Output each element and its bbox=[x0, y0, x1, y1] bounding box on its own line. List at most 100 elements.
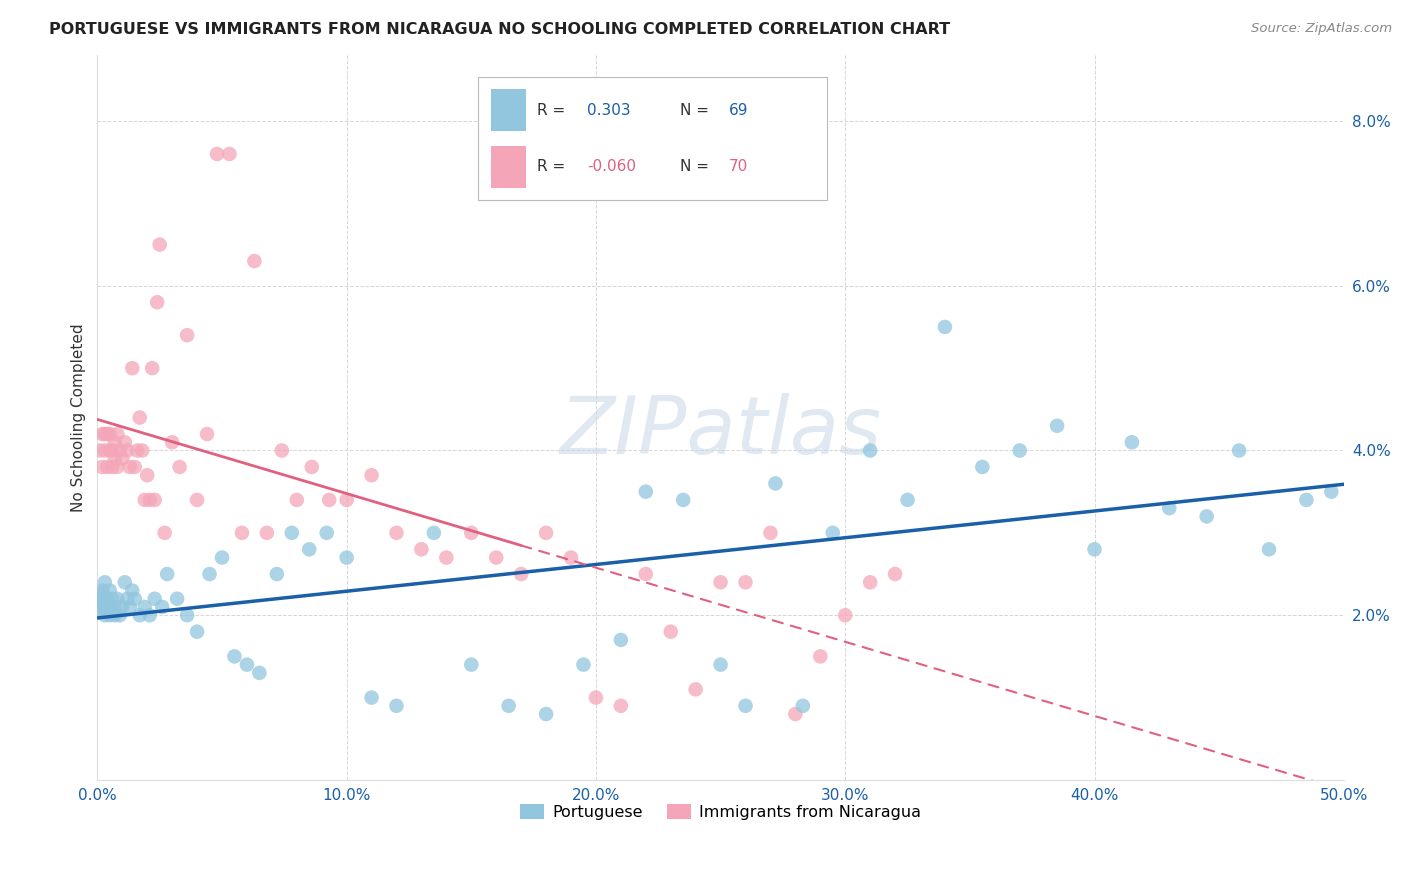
Point bbox=[114, 575, 136, 590]
Point bbox=[91, 460, 114, 475]
Point bbox=[138, 608, 160, 623]
Point bbox=[318, 492, 340, 507]
Point bbox=[117, 591, 139, 606]
Point bbox=[156, 567, 179, 582]
Point bbox=[734, 575, 756, 590]
Point bbox=[759, 525, 782, 540]
Point bbox=[89, 591, 111, 606]
Point bbox=[94, 575, 117, 590]
Point bbox=[315, 525, 337, 540]
Point bbox=[143, 591, 166, 606]
Point bbox=[859, 575, 882, 590]
Point bbox=[434, 550, 457, 565]
Point bbox=[98, 443, 121, 458]
Y-axis label: No Schooling Completed: No Schooling Completed bbox=[72, 323, 86, 512]
Point bbox=[224, 649, 246, 664]
Point bbox=[572, 657, 595, 672]
Point bbox=[485, 550, 508, 565]
Point bbox=[96, 427, 118, 442]
Point bbox=[94, 443, 117, 458]
Point bbox=[460, 657, 482, 672]
Point bbox=[1046, 418, 1069, 433]
Text: Source: ZipAtlas.com: Source: ZipAtlas.com bbox=[1251, 22, 1392, 36]
Point bbox=[121, 361, 143, 376]
Point bbox=[634, 567, 657, 582]
Point bbox=[285, 492, 308, 507]
Point bbox=[270, 443, 292, 458]
Point bbox=[105, 591, 128, 606]
Point bbox=[91, 427, 114, 442]
Point bbox=[266, 567, 288, 582]
Point bbox=[385, 525, 408, 540]
Point bbox=[153, 525, 176, 540]
Point bbox=[610, 632, 633, 647]
Point bbox=[94, 608, 117, 623]
Point bbox=[108, 443, 131, 458]
Point bbox=[96, 599, 118, 614]
Point bbox=[243, 254, 266, 268]
Point bbox=[186, 492, 208, 507]
Text: PORTUGUESE VS IMMIGRANTS FROM NICARAGUA NO SCHOOLING COMPLETED CORRELATION CHART: PORTUGUESE VS IMMIGRANTS FROM NICARAGUA … bbox=[49, 22, 950, 37]
Point bbox=[1121, 435, 1143, 450]
Point bbox=[114, 435, 136, 450]
Point bbox=[101, 443, 124, 458]
Point bbox=[972, 460, 994, 475]
Point bbox=[118, 599, 141, 614]
Point bbox=[98, 583, 121, 598]
Point bbox=[169, 460, 191, 475]
Point bbox=[498, 698, 520, 713]
Point bbox=[1320, 484, 1343, 499]
Point bbox=[672, 492, 695, 507]
Point bbox=[1083, 542, 1105, 557]
Point bbox=[134, 599, 156, 614]
Point bbox=[211, 550, 233, 565]
Point bbox=[195, 427, 218, 442]
Point bbox=[104, 435, 127, 450]
Point bbox=[91, 583, 114, 598]
Point bbox=[765, 476, 787, 491]
Point bbox=[1195, 509, 1218, 524]
Point bbox=[111, 599, 134, 614]
Point bbox=[124, 460, 146, 475]
Point bbox=[336, 550, 359, 565]
Point bbox=[105, 427, 128, 442]
Point bbox=[834, 608, 856, 623]
Point bbox=[792, 698, 814, 713]
Point bbox=[166, 591, 188, 606]
Point bbox=[134, 492, 156, 507]
Point bbox=[231, 525, 253, 540]
Point bbox=[111, 451, 134, 466]
Point bbox=[560, 550, 582, 565]
Point bbox=[934, 320, 956, 334]
Point bbox=[128, 410, 150, 425]
Point bbox=[91, 599, 114, 614]
Point bbox=[1159, 501, 1181, 516]
Point bbox=[101, 599, 124, 614]
Point bbox=[610, 698, 633, 713]
Point bbox=[336, 492, 359, 507]
Point bbox=[534, 707, 557, 722]
Point bbox=[205, 147, 228, 161]
Point bbox=[281, 525, 304, 540]
Point bbox=[89, 591, 111, 606]
Point bbox=[98, 608, 121, 623]
Point bbox=[101, 460, 124, 475]
Point bbox=[411, 542, 433, 557]
Point bbox=[94, 427, 117, 442]
Point bbox=[96, 591, 118, 606]
Point bbox=[104, 451, 127, 466]
Point bbox=[301, 460, 323, 475]
Point bbox=[98, 427, 121, 442]
Point bbox=[141, 361, 163, 376]
Point bbox=[1295, 492, 1317, 507]
Point bbox=[1008, 443, 1031, 458]
Point bbox=[176, 328, 198, 343]
Point bbox=[884, 567, 907, 582]
Point bbox=[256, 525, 278, 540]
Point bbox=[176, 608, 198, 623]
Point bbox=[709, 657, 731, 672]
Point bbox=[585, 690, 607, 705]
Point bbox=[124, 591, 146, 606]
Point bbox=[534, 525, 557, 540]
Point bbox=[1258, 542, 1281, 557]
